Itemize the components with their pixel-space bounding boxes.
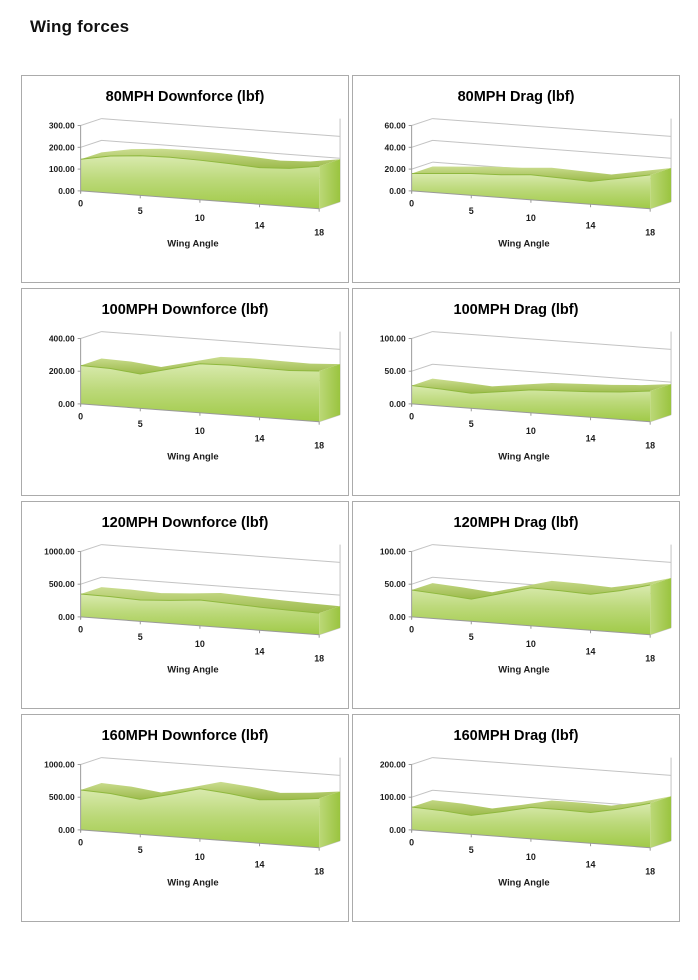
svg-text:200.00: 200.00 [49, 142, 75, 152]
svg-text:14: 14 [586, 646, 596, 656]
svg-text:14: 14 [255, 220, 265, 230]
area-chart-120mph-downforce: 1000.00 500.00 0.000 5 10 14 18 Wing Angle [44, 544, 341, 674]
svg-text:14: 14 [586, 220, 596, 230]
svg-text:200.00: 200.00 [49, 366, 75, 376]
svg-text:18: 18 [645, 866, 655, 876]
svg-text:5: 5 [469, 845, 474, 855]
svg-text:Wing Angle: Wing Angle [498, 450, 549, 461]
svg-text:100.00: 100.00 [49, 164, 75, 174]
svg-text:Wing Angle: Wing Angle [498, 237, 549, 248]
chart-box-100mph-downforce[interactable]: 400.00 200.00 0.00 0 5 10 14 18 Wing Angle 100MP… [21, 288, 349, 496]
chart-box-120mph-drag[interactable]: 100.00 50.00 0.00 0 5 10 14 18 Wing Angle 120MPH… [352, 501, 680, 709]
svg-text:100.00: 100.00 [380, 792, 406, 802]
svg-text:50.00: 50.00 [385, 579, 406, 589]
area-chart-100mph-downforce: 400.00 200.00 0.000 5 10 14 18 Wing Angle [49, 331, 341, 461]
svg-text:5: 5 [138, 632, 143, 642]
svg-text:100.00: 100.00 [380, 334, 406, 344]
svg-text:300.00: 300.00 [49, 121, 75, 131]
svg-text:5: 5 [138, 206, 143, 216]
svg-text:0.00: 0.00 [58, 825, 75, 835]
svg-text:0: 0 [409, 412, 414, 422]
svg-text:Wing Angle: Wing Angle [498, 876, 549, 887]
svg-text:14: 14 [255, 433, 265, 443]
svg-text:0.00: 0.00 [389, 825, 406, 835]
area-chart-80mph-downforce: 300.00 200.00 100.00 0.000 5 10 14 18 Wing Angle [49, 118, 341, 248]
svg-text:18: 18 [645, 227, 655, 237]
svg-text:18: 18 [645, 440, 655, 450]
svg-text:18: 18 [314, 227, 324, 237]
svg-text:0.00: 0.00 [389, 186, 406, 196]
svg-text:500.00: 500.00 [49, 579, 75, 589]
svg-text:1000.00: 1000.00 [44, 547, 75, 557]
svg-text:0: 0 [409, 199, 414, 209]
svg-text:20.00: 20.00 [385, 164, 406, 174]
svg-text:14: 14 [586, 433, 596, 443]
area-chart-120mph-drag: 100.00 50.00 0.000 5 10 14 18 Wing Angle [380, 544, 672, 674]
svg-text:Wing Angle: Wing Angle [167, 876, 218, 887]
svg-text:18: 18 [314, 440, 324, 450]
svg-text:18: 18 [645, 653, 655, 663]
svg-text:14: 14 [255, 859, 265, 869]
svg-text:5: 5 [138, 845, 143, 855]
svg-text:10: 10 [195, 426, 205, 436]
svg-text:0.00: 0.00 [389, 612, 406, 622]
svg-text:0.00: 0.00 [389, 399, 406, 409]
svg-text:500.00: 500.00 [49, 792, 75, 802]
area-chart-80mph-drag: 60.00 40.00 20.00 0.000 5 10 14 18 Wing Angle [385, 118, 672, 248]
svg-text:200.00: 200.00 [380, 760, 406, 770]
chart-box-160mph-downforce[interactable]: 1000.00 500.00 0.00 0 5 10 14 18 Wing Angle 160M… [21, 714, 349, 922]
svg-text:10: 10 [195, 213, 205, 223]
svg-text:Wing Angle: Wing Angle [167, 237, 218, 248]
svg-text:10: 10 [526, 213, 536, 223]
area-chart-160mph-drag: 200.00 100.00 0.000 5 10 14 18 Wing Angle [380, 757, 672, 887]
svg-text:5: 5 [138, 419, 143, 429]
svg-text:10: 10 [195, 639, 205, 649]
svg-text:0: 0 [78, 625, 83, 635]
svg-text:Wing Angle: Wing Angle [498, 663, 549, 674]
svg-text:0: 0 [78, 838, 83, 848]
chart-box-160mph-drag[interactable]: 200.00 100.00 0.00 0 5 10 14 18 Wing Angle 160MP… [352, 714, 680, 922]
svg-text:10: 10 [526, 639, 536, 649]
svg-text:0.00: 0.00 [58, 186, 75, 196]
svg-text:0: 0 [409, 625, 414, 635]
chart-box-100mph-drag[interactable]: 100.00 50.00 0.00 0 5 10 14 18 Wing Angle 100MPH… [352, 288, 680, 496]
svg-text:1000.00: 1000.00 [44, 760, 75, 770]
svg-text:50.00: 50.00 [385, 366, 406, 376]
svg-text:40.00: 40.00 [385, 142, 406, 152]
svg-text:Wing Angle: Wing Angle [167, 663, 218, 674]
svg-text:0: 0 [78, 199, 83, 209]
svg-text:5: 5 [469, 419, 474, 429]
svg-text:10: 10 [526, 852, 536, 862]
chart-box-120mph-downforce[interactable]: 1000.00 500.00 0.00 0 5 10 14 18 Wing Angle 120M… [21, 501, 349, 709]
svg-text:0.00: 0.00 [58, 612, 75, 622]
svg-text:0.00: 0.00 [58, 399, 75, 409]
svg-text:400.00: 400.00 [49, 334, 75, 344]
svg-text:10: 10 [195, 852, 205, 862]
svg-text:5: 5 [469, 632, 474, 642]
page-title: Wing forces [30, 17, 130, 36]
svg-text:18: 18 [314, 653, 324, 663]
svg-text:14: 14 [255, 646, 265, 656]
chart-box-80mph-downforce[interactable]: 300.00 200.00 100.00 0.00 0 5 10 14 18 Wing Angle… [21, 75, 349, 283]
svg-text:100.00: 100.00 [380, 547, 406, 557]
svg-text:60.00: 60.00 [385, 121, 406, 131]
svg-text:14: 14 [586, 859, 596, 869]
svg-text:0: 0 [409, 838, 414, 848]
area-chart-160mph-downforce: 1000.00 500.00 0.000 5 10 14 18 Wing Angle [44, 757, 341, 887]
svg-text:5: 5 [469, 206, 474, 216]
area-chart-100mph-drag: 100.00 50.00 0.000 5 10 14 18 Wing Angle [380, 331, 672, 461]
svg-text:18: 18 [314, 866, 324, 876]
chart-grid: 300.00 200.00 100.00 0.00 0 5 10 14 18 Wing Angle… [21, 75, 680, 922]
svg-text:Wing Angle: Wing Angle [167, 450, 218, 461]
chart-box-80mph-drag[interactable]: 60.00 40.00 20.00 0.00 0 5 10 14 18 Wing Angle 80… [352, 75, 680, 283]
svg-text:0: 0 [78, 412, 83, 422]
svg-text:10: 10 [526, 426, 536, 436]
